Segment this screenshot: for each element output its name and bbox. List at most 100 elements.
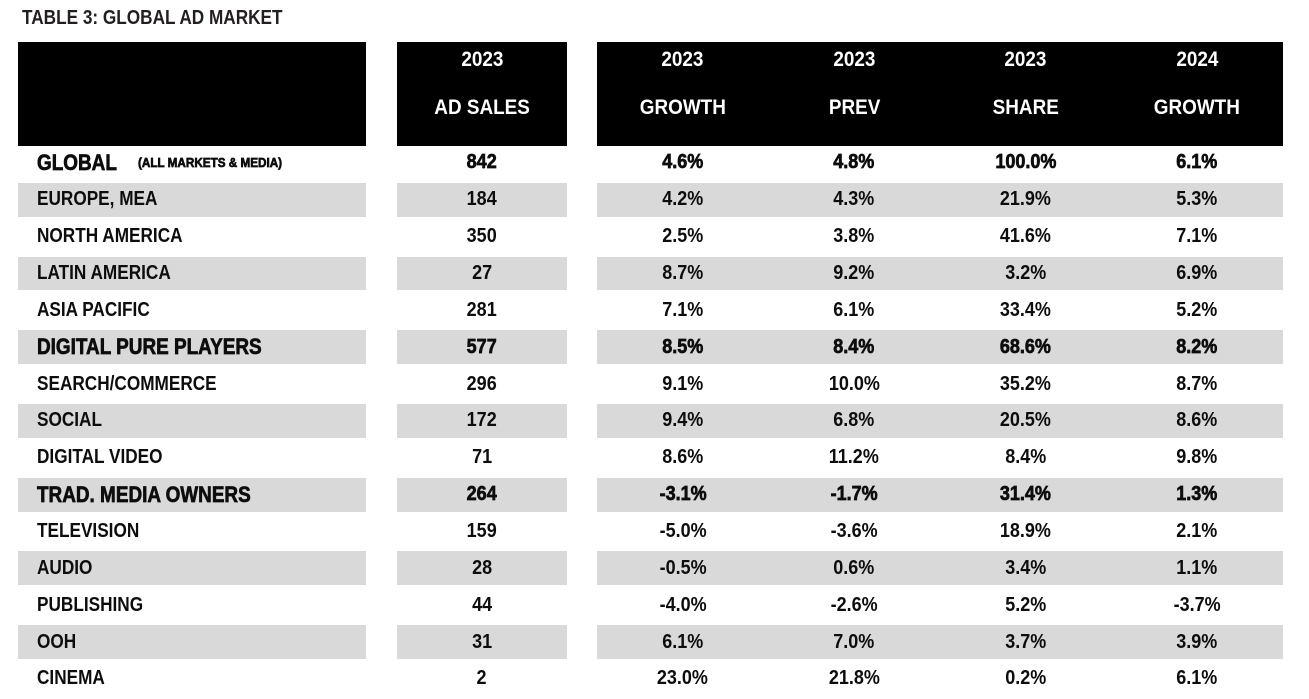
row-label-cell: TELEVISION <box>18 515 366 549</box>
row-metrics-group: 9.4% 6.8% 20.5% 8.6% <box>597 404 1283 438</box>
row-label-cell: TRAD. MEDIA OWNERS <box>18 477 366 512</box>
row-label-cell: CINEMA <box>18 662 366 696</box>
row-metrics-group: -0.5% 0.6% 3.4% 1.1% <box>597 551 1283 586</box>
cell-ad-sales: 31 <box>397 625 567 660</box>
cell-ad-sales: 842 <box>466 151 498 174</box>
cell-share-2023: 5.2% <box>1005 593 1047 616</box>
row-label-cell: GLOBAL (ALL MARKETS & MEDIA) <box>18 146 366 180</box>
header-metrics-block: 2023 GROWTH 2023 PREV 2023 SHARE 2024 GR… <box>597 42 1283 146</box>
cell-growth-2023: -0.5% <box>659 556 707 579</box>
cell-growth-2023: -4.0% <box>659 593 707 616</box>
row-metrics-group: 8.5% 8.4% 68.6% 8.2% <box>597 330 1283 365</box>
row-metrics-group: 6.1% 7.0% 3.7% 3.9% <box>597 625 1283 660</box>
cell-growth-2024: 8.2% <box>1176 335 1218 358</box>
row-label-cell: ASIA PACIFIC <box>18 293 366 327</box>
table-row: TELEVISION 159 -5.0% -3.6% 18.9% 2.1% <box>0 515 1309 552</box>
cell-ad-sales: 264 <box>397 477 567 512</box>
cell-ad-sales: 172 <box>397 404 567 438</box>
cell-share-2023: 3.2% <box>1005 262 1047 284</box>
cell-ad-sales: 71 <box>471 446 493 469</box>
cell-ad-sales: 28 <box>397 551 567 586</box>
cell-prev-2023: 6.1% <box>833 298 875 321</box>
row-label: PUBLISHING <box>37 593 144 616</box>
row-label-cell: DIGITAL VIDEO <box>18 441 366 475</box>
cell-prev-2023: 4.3% <box>833 188 875 211</box>
table-title-text: TABLE 3: GLOBAL AD MARKET <box>22 7 283 29</box>
header-col-ad-sales: 2023 AD SALES <box>397 42 567 146</box>
row-label: TELEVISION <box>37 520 140 543</box>
cell-prev-2023: 7.0% <box>833 630 875 653</box>
cell-growth-2023: 8.5% <box>662 335 704 358</box>
cell-ad-sales: 184 <box>397 182 567 217</box>
row-metrics-group: 7.1% 6.1% 33.4% 5.2% <box>597 293 1283 327</box>
cell-ad-sales: 2 <box>476 667 488 690</box>
cell-growth-2023: 9.4% <box>662 409 704 432</box>
row-label: SEARCH/COMMERCE <box>37 372 217 395</box>
cell-growth-2024: 6.9% <box>1176 262 1218 284</box>
row-label: NORTH AMERICA <box>37 225 183 248</box>
table-row: SOCIAL 172 9.4% 6.8% 20.5% 8.6% <box>0 404 1309 441</box>
table-row: CINEMA 2 23.0% 21.8% 0.2% 6.1% <box>0 662 1309 699</box>
cell-growth-2024: 2.1% <box>1176 520 1218 543</box>
cell-growth-2024: 9.8% <box>1176 446 1218 469</box>
cell-prev-2023: 4.8% <box>833 151 875 174</box>
row-label: SOCIAL <box>37 409 102 432</box>
row-metrics-group: 4.2% 4.3% 21.9% 5.3% <box>597 182 1283 217</box>
cell-growth-2023: 2.5% <box>662 225 704 248</box>
cell-share-2023: 68.6% <box>1000 335 1052 358</box>
header-corner-block <box>18 42 366 146</box>
cell-growth-2023: 8.6% <box>662 446 704 469</box>
cell-growth-2023: 8.7% <box>662 262 704 284</box>
cell-growth-2024: 6.1% <box>1176 667 1218 690</box>
cell-prev-2023: -2.6% <box>830 593 878 616</box>
row-metrics-group: 4.6% 4.8% 100.0% 6.1% <box>597 146 1283 180</box>
cell-prev-2023: 9.2% <box>833 262 875 284</box>
cell-ad-sales: 350 <box>466 225 498 248</box>
row-metrics-group: -5.0% -3.6% 18.9% 2.1% <box>597 515 1283 549</box>
cell-growth-2024: 1.3% <box>1176 483 1218 506</box>
row-label-cell: PUBLISHING <box>18 588 366 622</box>
cell-ad-sales: 296 <box>466 372 498 395</box>
cell-prev-2023: 11.2% <box>829 446 880 469</box>
cell-ad-sales: 577 <box>397 330 567 365</box>
cell-growth-2024: 7.1% <box>1176 225 1218 248</box>
cell-ad-sales: 281 <box>466 298 498 321</box>
table-row: PUBLISHING 44 -4.0% -2.6% 5.2% -3.7% <box>0 588 1309 625</box>
row-label-cell: OOH <box>18 625 366 660</box>
table-row: EUROPE, MEA 184 4.2% 4.3% 21.9% 5.3% <box>0 182 1309 220</box>
row-metrics-group: -3.1% -1.7% 31.4% 1.3% <box>597 477 1283 512</box>
cell-share-2023: 18.9% <box>1000 520 1052 543</box>
table-row: OOH 31 6.1% 7.0% 3.7% 3.9% <box>0 625 1309 662</box>
row-metrics-group: 9.1% 10.0% 35.2% 8.7% <box>597 367 1283 401</box>
cell-prev-2023: 0.6% <box>833 556 875 579</box>
cell-growth-2024: 6.1% <box>1176 151 1218 174</box>
cell-prev-2023: 10.0% <box>828 372 880 395</box>
row-label: DIGITAL PURE PLAYERS <box>37 334 262 360</box>
header-col-prev-2023: 2023 PREV <box>828 48 880 119</box>
header-col-ad-sales-year: 2023 <box>460 48 504 71</box>
row-label: LATIN AMERICA <box>37 262 171 284</box>
table-title: TABLE 3: GLOBAL AD MARKET <box>22 7 325 30</box>
row-label: DIGITAL VIDEO <box>37 446 163 469</box>
header-col-share-2023: 2023 SHARE <box>992 48 1059 119</box>
cell-growth-2023: 6.1% <box>662 630 704 653</box>
cell-share-2023: 21.9% <box>1000 188 1052 211</box>
row-label-cell: SEARCH/COMMERCE <box>18 367 366 401</box>
table-header: 2023 AD SALES 2023 GROWTH 2023 PREV 2023… <box>0 42 1309 146</box>
cell-share-2023: 8.4% <box>1005 446 1047 469</box>
row-metrics-group: 2.5% 3.8% 41.6% 7.1% <box>597 220 1283 254</box>
cell-share-2023: 3.7% <box>1005 630 1047 653</box>
cell-growth-2024: 5.3% <box>1176 188 1218 211</box>
cell-share-2023: 41.6% <box>1000 225 1052 248</box>
cell-growth-2023: -5.0% <box>659 520 707 543</box>
cell-growth-2024: 8.7% <box>1176 372 1218 395</box>
cell-share-2023: 33.4% <box>1000 298 1052 321</box>
row-label-cell: AUDIO <box>18 551 366 586</box>
cell-ad-sales: 159 <box>466 520 498 543</box>
cell-prev-2023: 21.8% <box>828 667 880 690</box>
row-metrics-group: 23.0% 21.8% 0.2% 6.1% <box>597 662 1283 696</box>
row-label: CINEMA <box>37 667 105 690</box>
row-label: TRAD. MEDIA OWNERS <box>37 481 251 507</box>
row-label: EUROPE, MEA <box>37 188 158 211</box>
